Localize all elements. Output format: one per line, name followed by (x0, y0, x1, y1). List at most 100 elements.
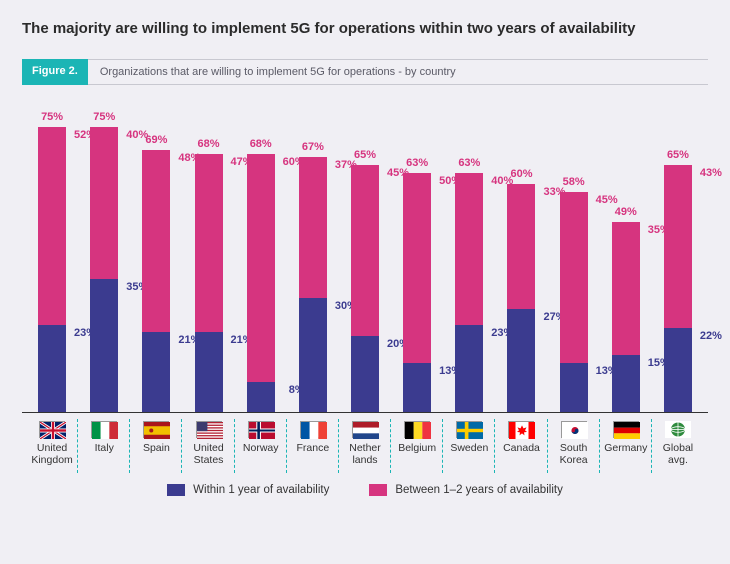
bar-segment-within1: 23% (455, 325, 483, 412)
legend-item-within1: Within 1 year of availability (167, 484, 329, 496)
x-axis-item: Belgium (391, 417, 443, 466)
bar-column: 65% 43%22% (652, 103, 704, 412)
bar: 60%8% (247, 154, 275, 412)
bar: 47%21% (195, 154, 223, 412)
bar: 35%15% (612, 222, 640, 412)
x-axis-item: South Korea (548, 417, 600, 466)
x-axis-item: Spain (130, 417, 182, 466)
bar-column: 67% 37%30% (287, 103, 339, 412)
bar: 45%20% (351, 165, 379, 412)
bar: 50%13% (403, 173, 431, 412)
bar-segment-within1: 22% (664, 328, 692, 412)
bar-total-label: 65% (667, 149, 689, 161)
bar-total-label: 69% (145, 134, 167, 146)
globe-flag-icon (665, 421, 691, 438)
bar-total-label: 68% (250, 138, 272, 150)
bar-segment-between12: 60% (247, 154, 275, 382)
country-label: Sweden (450, 442, 488, 454)
legend-item-between12: Between 1–2 years of availability (369, 484, 563, 496)
bar-column: 65% 45%20% (339, 103, 391, 412)
x-axis-item: France (287, 417, 339, 466)
kr-flag-icon (561, 421, 587, 438)
bar: 52%23% (38, 127, 66, 412)
bar: 45%13% (560, 192, 588, 412)
es-flag-icon (143, 421, 169, 438)
bar-column: 63% 50%13% (391, 103, 443, 412)
bar-segment-between12: 48% (142, 150, 170, 332)
country-label: United States (184, 442, 234, 466)
se-flag-icon (456, 421, 482, 438)
bar: 48%21% (142, 150, 170, 412)
fr-flag-icon (300, 421, 326, 438)
x-axis-item: Norway (235, 417, 287, 466)
bar-total-label: 68% (198, 138, 220, 150)
bar: 37%30% (299, 157, 327, 412)
bar: 33%27% (507, 184, 535, 412)
segment-label: 43% (700, 167, 722, 179)
no-flag-icon (248, 421, 274, 438)
bar-segment-between12: 40% (455, 173, 483, 325)
country-label: Norway (243, 442, 279, 454)
legend: Within 1 year of availability Between 1–… (22, 484, 708, 496)
bar-segment-within1: 21% (142, 332, 170, 412)
bar-segment-between12: 47% (195, 154, 223, 333)
bar-segment-between12: 50% (403, 173, 431, 363)
bar-segment-between12: 52% (38, 127, 66, 325)
bar-segment-within1: 8% (247, 382, 275, 412)
bar-segment-between12: 37% (299, 157, 327, 298)
stacked-bar-chart: 75%52%23%75%40%35%69%48%21%68%47%21%68%6… (22, 103, 708, 413)
bar-column: 69% 48%21% (130, 103, 182, 412)
country-label: Global avg. (653, 442, 703, 466)
bar-total-label: 60% (510, 168, 532, 180)
legend-swatch-between12 (369, 484, 387, 496)
bar-column: 49% 35%15% (600, 103, 652, 412)
x-axis-item: Sweden (443, 417, 495, 466)
x-axis-item: United Kingdom (26, 417, 78, 466)
bar-total-label: 58% (563, 176, 585, 188)
legend-label-within1: Within 1 year of availability (193, 484, 329, 496)
bar: 40%35% (90, 127, 118, 412)
bar-segment-between12: 45% (351, 165, 379, 336)
bar-total-label: 63% (458, 157, 480, 169)
segment-label: 22% (700, 330, 722, 342)
bar-segment-within1: 20% (351, 336, 379, 412)
bar-column: 68% 60%8% (235, 103, 287, 412)
bar: 40%23% (455, 173, 483, 412)
country-label: Belgium (398, 442, 436, 454)
bar-segment-between12: 45% (560, 192, 588, 363)
bar-total-label: 75% (41, 111, 63, 123)
be-flag-icon (404, 421, 430, 438)
country-label: France (297, 442, 330, 454)
bar-segment-within1: 21% (195, 332, 223, 412)
bar-total-label: 67% (302, 141, 324, 153)
bar-total-label: 63% (406, 157, 428, 169)
legend-swatch-within1 (167, 484, 185, 496)
country-label: Canada (503, 442, 540, 454)
x-axis-item: Global avg. (652, 417, 704, 466)
page-title: The majority are willing to implement 5G… (22, 20, 708, 37)
x-axis-item: Italy (78, 417, 130, 466)
bar-total-label: 49% (615, 206, 637, 218)
bar-column: 63% 40%23% (443, 103, 495, 412)
country-label: Italy (95, 442, 114, 454)
bar-column: 75%40%35% (78, 103, 130, 412)
legend-label-between12: Between 1–2 years of availability (395, 484, 563, 496)
us-flag-icon (196, 421, 222, 438)
bar-segment-within1: 30% (299, 298, 327, 412)
bar-segment-within1: 23% (38, 325, 66, 412)
x-axis-item: Canada (495, 417, 547, 466)
bar-total-label: 65% (354, 149, 376, 161)
x-axis-item: United States (182, 417, 234, 466)
bar-column: 60% 33%27% (495, 103, 547, 412)
bar-segment-within1: 27% (507, 309, 535, 412)
bar-segment-between12: 33% (507, 184, 535, 309)
x-axis: United Kingdom Italy Spain United States Nor… (22, 417, 708, 466)
figure-tag: Figure 2. (22, 59, 88, 85)
bar-segment-between12: 43% (664, 165, 692, 328)
bar-column: 75% 52%23% (26, 103, 78, 412)
x-axis-item: Nether lands (339, 417, 391, 466)
country-label: Spain (143, 442, 170, 454)
it-flag-icon (91, 421, 117, 438)
country-label: Germany (604, 442, 647, 454)
country-label: South Korea (549, 442, 599, 466)
